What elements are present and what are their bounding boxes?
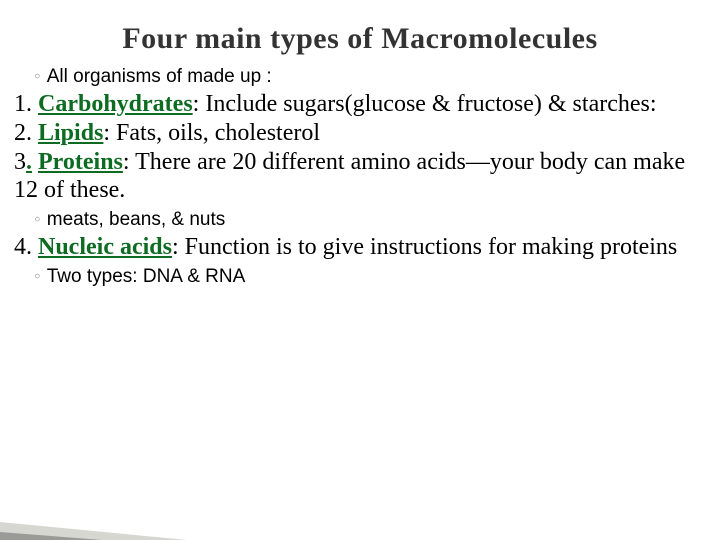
item-2-after: : Fats, oils, cholesterol <box>103 120 320 146</box>
bullet-mark-icon: ◦ <box>34 266 41 287</box>
dna-subbullet: ◦ Two types: DNA & RNA <box>34 266 720 288</box>
items-block-4: 4. Nucleic acids: Function is to give in… <box>14 233 706 262</box>
slide: Four main types of Macromolecules ◦ All o… <box>0 22 720 540</box>
item-2-keyword: Lipids <box>38 120 103 146</box>
item-2-num: 2. <box>14 120 32 146</box>
corner-accent-icon <box>0 502 320 540</box>
item-3-period: . <box>26 149 32 175</box>
dna-text: Two types: DNA & RNA <box>47 266 246 287</box>
item-3-keyword: Proteins <box>38 149 123 175</box>
item-4-num: 4. <box>14 234 32 260</box>
intro-subbullet: ◦ All organisms of made up : <box>34 66 720 88</box>
meats-text: meats, beans, & nuts <box>47 209 226 230</box>
item-3-num: 3 <box>14 149 26 175</box>
item-1-after: : Include sugars(glucose & fructose) & s… <box>193 91 657 117</box>
meats-subbullet: ◦ meats, beans, & nuts <box>34 209 720 231</box>
bullet-mark-icon: ◦ <box>34 209 41 230</box>
items-block-1to3: 1. Carbohydrates: Include sugars(glucose… <box>14 90 706 205</box>
bullet-mark-icon: ◦ <box>34 66 41 87</box>
intro-text: All organisms of made up : <box>47 66 272 87</box>
item-4-after: : Function is to give instructions for m… <box>172 234 677 260</box>
item-1-keyword: Carbohydrates <box>38 91 193 117</box>
slide-title: Four main types of Macromolecules <box>0 22 720 56</box>
item-4-keyword: Nucleic acids <box>38 234 172 260</box>
item-1-num: 1. <box>14 91 32 117</box>
